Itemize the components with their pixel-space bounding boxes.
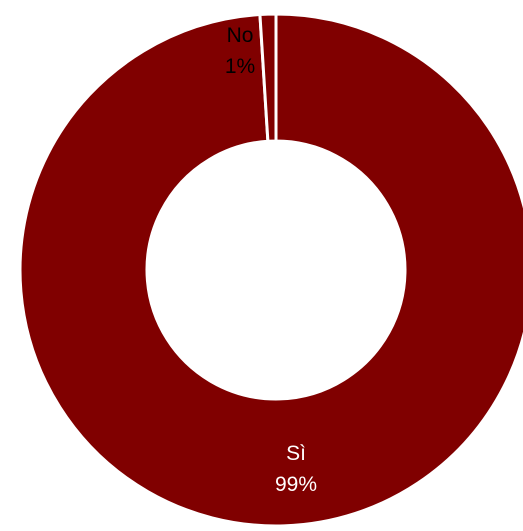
- data-label-category: No: [227, 24, 254, 47]
- donut-slice-no: [258, 12, 278, 143]
- donut-slice-si: [18, 12, 523, 528]
- data-label-category: Sì: [286, 442, 306, 465]
- donut-slices: [18, 12, 523, 528]
- data-label-percent: 1%: [225, 55, 255, 78]
- data-label-no: No 1%: [225, 24, 255, 78]
- data-label-percent: 99%: [275, 473, 317, 496]
- donut-labels: Sì 99% No 1%: [225, 24, 317, 496]
- data-label-si: Sì 99%: [275, 442, 317, 496]
